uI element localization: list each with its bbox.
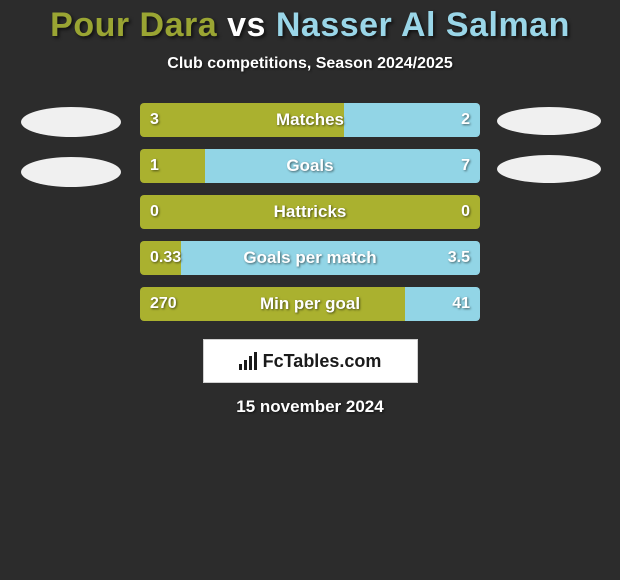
stat-bar-right [205, 149, 480, 183]
subtitle: Club competitions, Season 2024/2025 [0, 55, 620, 73]
stat-row: Matches32 [140, 103, 480, 137]
brand-text: FcTables.com [263, 351, 382, 372]
player2-badges [494, 103, 604, 183]
stat-bar-right [344, 103, 480, 137]
team-badge-placeholder [21, 107, 121, 137]
player1-badges [16, 103, 126, 187]
stat-row: Goals17 [140, 149, 480, 183]
date-label: 15 november 2024 [0, 397, 620, 417]
title-player2: Nasser Al Salman [276, 6, 570, 44]
stat-row: Goals per match0.333.5 [140, 241, 480, 275]
brand-box[interactable]: FcTables.com [203, 339, 418, 383]
page-title: Pour Dara vs Nasser Al Salman [0, 6, 620, 45]
brand-chart-icon [239, 352, 257, 370]
stat-bar-left [140, 195, 480, 229]
team-badge-placeholder [21, 157, 121, 187]
comparison-chart: Matches32 Goals17 Hattricks00 Goals per mat… [0, 103, 620, 321]
stat-bar-left [140, 103, 344, 137]
title-vs: vs [217, 6, 276, 44]
team-badge-placeholder [497, 155, 601, 183]
stat-bar-left [140, 241, 181, 275]
title-player1: Pour Dara [50, 6, 217, 44]
stat-bar-right [181, 241, 480, 275]
team-badge-placeholder [497, 107, 601, 135]
stat-row: Min per goal27041 [140, 287, 480, 321]
stat-bar-right [405, 287, 480, 321]
stat-bars: Matches32 Goals17 Hattricks00 Goals per mat… [140, 103, 480, 321]
stat-bar-left [140, 149, 205, 183]
stat-row: Hattricks00 [140, 195, 480, 229]
stat-bar-left [140, 287, 405, 321]
